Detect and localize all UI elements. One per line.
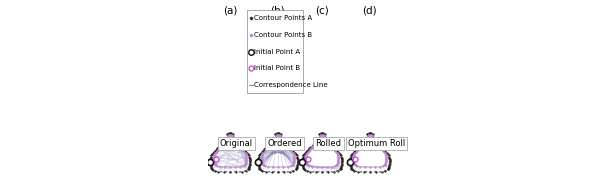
Text: Ordered: Ordered [267,139,302,148]
Text: Optimum Roll: Optimum Roll [348,139,405,148]
Text: (d): (d) [362,6,377,15]
Text: Correspondence Line: Correspondence Line [254,82,328,88]
Text: (b): (b) [271,6,285,15]
Text: Contour Points A: Contour Points A [254,15,312,21]
Text: Initial Point B: Initial Point B [254,65,300,71]
Text: Original: Original [220,139,253,148]
Text: Rolled: Rolled [316,139,341,148]
Text: Initial Point A: Initial Point A [254,49,300,54]
Text: (a): (a) [223,6,237,15]
FancyBboxPatch shape [247,10,303,93]
Text: (c): (c) [315,6,329,15]
Text: Contour Points B: Contour Points B [254,32,312,38]
